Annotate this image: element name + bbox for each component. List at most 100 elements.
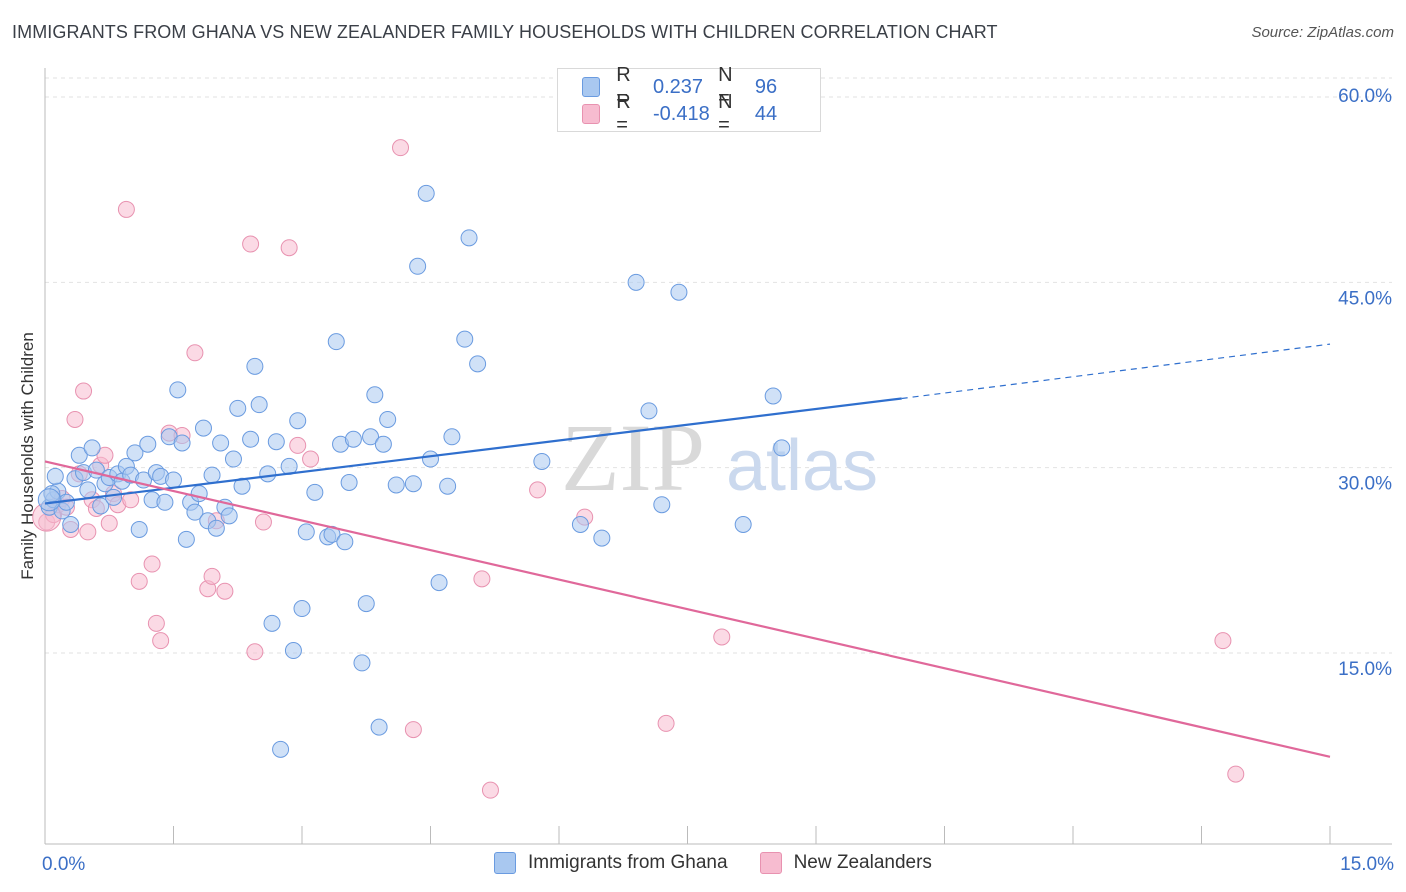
scatter-point-ghana [571,516,589,534]
scatter-point-ghana [404,475,422,493]
scatter-point-ghana [456,330,474,348]
scatter-point-new-zealanders [657,714,675,732]
legend-r-label: R = [616,64,631,109]
legend-label-new-zealanders: New Zealanders [793,852,932,873]
scatter-point-ghana [593,529,611,547]
scatter-point-ghana [764,387,782,405]
watermark-atlas: atlas [726,426,878,506]
axes [44,68,1392,845]
scatter-point-ghana [353,654,371,672]
scatter-point-new-zealanders [242,235,260,253]
legend-n-label: N = [718,91,733,136]
legend-n-value: 44 [754,102,778,125]
scatter-point-ghana [263,614,281,632]
scatter-point-ghana [105,488,123,506]
legend-n-label: N = [718,64,733,109]
watermark-zip: ZIP [561,404,705,511]
scatter-point-ghana [46,467,64,485]
scatter-point-new-zealanders [404,721,422,739]
scatter-point-ghana [357,595,375,613]
scatter-point-ghana [229,399,247,417]
scatter-point-new-zealanders [1214,632,1232,650]
scatter-point-ghana [340,473,358,491]
scatter-point-ghana [773,439,791,457]
scatter-point-ghana [653,496,671,514]
scatter-point-ghana [297,523,315,541]
legend-r-label: R = [616,91,631,136]
scatter-point-ghana [374,435,392,453]
scatter-point-ghana [203,466,221,484]
scatter-point-ghana [220,507,238,525]
scatter-point-ghana [70,446,88,464]
x-tick-label: 0.0% [42,854,85,875]
scatter-point-new-zealanders [96,446,114,464]
scatter-point-new-zealanders [713,628,731,646]
legend-swatch-blue [582,77,601,97]
scatter-point-new-zealanders [75,382,93,400]
scatter-point-ghana [37,488,61,512]
scatter-point-ghana [126,444,144,462]
trend-lines [44,343,1331,758]
scatter-point-ghana [79,481,97,499]
scatter-point-new-zealanders [216,582,234,600]
scatter-point-new-zealanders [246,643,264,661]
scatter-point-ghana [469,355,487,373]
scatter-point-ghana [92,497,110,515]
scatter-point-ghana [430,574,448,592]
scatter-point-ghana [267,433,285,451]
scatter-point-ghana [233,477,251,495]
watermark: ZIP atlas [561,404,878,511]
scatter-point-ghana [627,273,645,291]
legend-r-value: 0.237 [652,75,704,98]
scatter-point-ghana [734,516,752,534]
y-tick-label: 15.0% [1338,659,1392,680]
scatter-point-new-zealanders [117,200,135,218]
scatter-point-ghana [409,257,427,275]
scatter-point-ghana [422,450,439,468]
scatter-point-ghana [379,410,397,428]
scatter-point-ghana [460,229,478,247]
scatter-point-new-zealanders [1227,765,1245,783]
scatter-point-new-zealanders [302,450,320,468]
trend-line-ghana-extrapolated [901,343,1331,400]
scatter-point-new-zealanders [79,523,97,541]
scatter-point-new-zealanders [143,555,161,573]
correlation-legend: R = 0.237 N = 96 R = -0.418 N = 44 [557,64,821,136]
scatter-point-ghana [344,430,362,448]
scatter-point-ghana [293,600,311,618]
scatter-point-new-zealanders [152,632,170,650]
x-tick-label: 15.0% [1340,854,1394,875]
scatter-point-new-zealanders [529,481,547,499]
scatter-point-ghana [272,740,290,758]
scatter-point-new-zealanders [122,491,140,509]
scatter-point-new-zealanders [392,139,410,157]
source-label: Source: ZipAtlas.com [1251,24,1394,41]
scatter-point-new-zealanders [481,781,499,799]
legend-item-new-zealanders[interactable]: New Zealanders [759,852,932,874]
scatter-point-ghana [670,283,688,301]
scatter-point-ghana [224,450,242,468]
scatter-point-ghana [62,516,80,534]
scatter-point-new-zealanders [473,570,491,588]
scatter-point-new-zealanders [100,514,118,532]
scatter-point-ghana [370,718,388,736]
legend-row-ghana: R = 0.237 N = 96 [582,64,820,109]
trend-line-ghana [44,397,902,505]
scatter-point-ghana [250,396,268,414]
trend-line-new-zealanders [44,460,1331,758]
y-tick-label: 60.0% [1338,86,1392,107]
legend-item-ghana[interactable]: Immigrants from Ghana [494,852,728,874]
scatter-point-ghana [207,519,225,537]
y-tick-label: 30.0% [1338,474,1392,495]
scatter-point-ghana [443,428,461,446]
scatter-point-ghana [242,430,260,448]
scatter-point-ghana [640,402,658,420]
scatter-point-new-zealanders [280,239,298,257]
scatter-point-ghana [417,184,435,202]
scatter-point-ghana [173,434,191,452]
scatter-point-ghana [259,465,277,483]
scatter-point-ghana [306,483,324,501]
legend-n-value: 96 [754,75,778,98]
tick-labels: 15.0% 30.0% 45.0% 60.0% 0.0% 15.0% [42,86,1394,875]
legend-r-value: -0.418 [652,102,710,125]
